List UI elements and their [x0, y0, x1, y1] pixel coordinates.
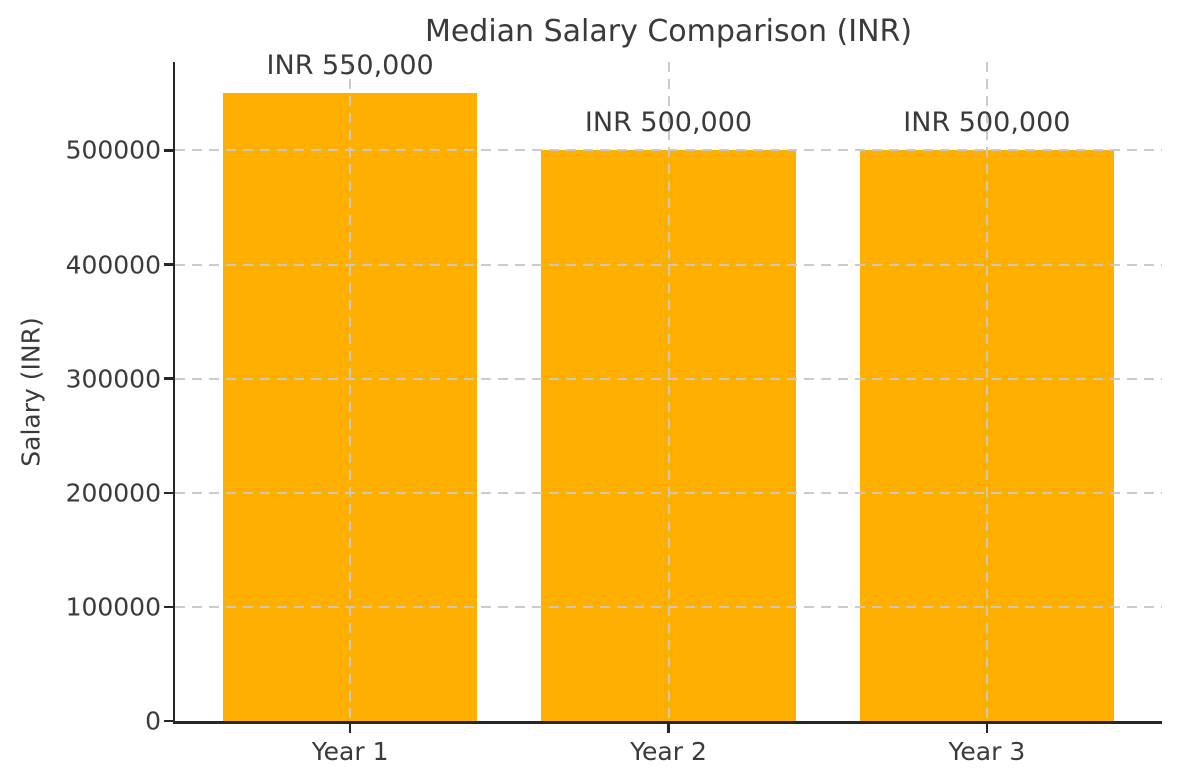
y-tick-label: 100000	[65, 592, 161, 622]
y-tick-mark	[163, 377, 173, 380]
y-tick-label: 200000	[65, 478, 161, 508]
x-tick-label: Year 1	[311, 737, 389, 766]
x-tick-mark	[985, 723, 989, 733]
bar-value-label: INR 550,000	[266, 50, 434, 82]
y-tick-label: 500000	[65, 135, 161, 165]
y-tick-mark	[163, 605, 173, 609]
y-tick-mark	[163, 491, 173, 495]
y-axis-label: Salary (INR)	[16, 317, 46, 467]
plot-area: 0 100000 200000 300000 400000 500000 INR 550,0…	[66, 50, 1162, 766]
y-tick-mark	[163, 719, 173, 723]
y-tick-label: 0	[145, 706, 161, 736]
bar-value-label: INR 500,000	[584, 107, 753, 139]
y-axis-spine	[172, 62, 175, 724]
x-tick-mark	[667, 723, 670, 733]
x-axis-spine	[172, 721, 1162, 724]
x-gridline	[667, 62, 670, 721]
x-gridline	[985, 62, 988, 721]
x-tick-label: Year 2	[630, 737, 707, 766]
y-tick-label: 300000	[65, 364, 161, 394]
chart-title: Median Salary Comparison (INR)	[424, 14, 913, 49]
y-tick-mark	[163, 149, 173, 152]
bar-value-label: INR 500,000	[903, 107, 1071, 139]
y-tick-label: 400000	[65, 250, 161, 280]
x-tick-mark	[348, 723, 352, 733]
x-tick-label: Year 3	[948, 737, 1026, 766]
x-gridline	[349, 62, 352, 721]
y-tick-mark	[163, 263, 173, 266]
